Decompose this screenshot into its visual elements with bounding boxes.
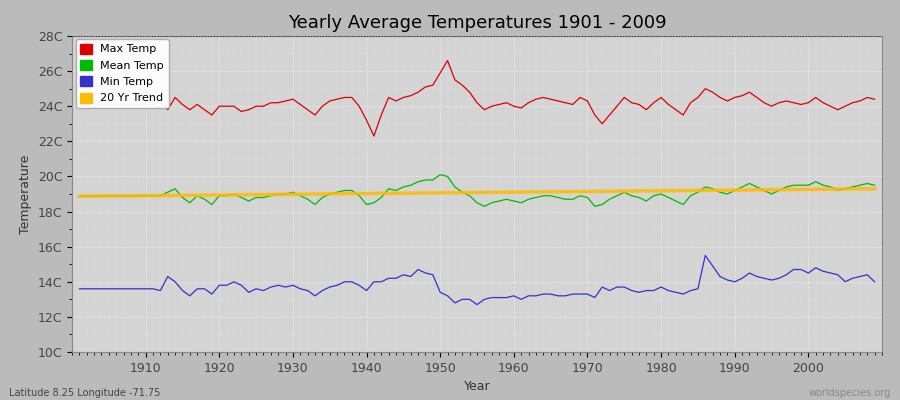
Title: Yearly Average Temperatures 1901 - 2009: Yearly Average Temperatures 1901 - 2009	[288, 14, 666, 32]
Text: Latitude 8.25 Longitude -71.75: Latitude 8.25 Longitude -71.75	[9, 388, 160, 398]
X-axis label: Year: Year	[464, 380, 490, 393]
Text: worldspecies.org: worldspecies.org	[809, 388, 891, 398]
Y-axis label: Temperature: Temperature	[19, 154, 32, 234]
Legend: Max Temp, Mean Temp, Min Temp, 20 Yr Trend: Max Temp, Mean Temp, Min Temp, 20 Yr Tre…	[76, 39, 168, 108]
